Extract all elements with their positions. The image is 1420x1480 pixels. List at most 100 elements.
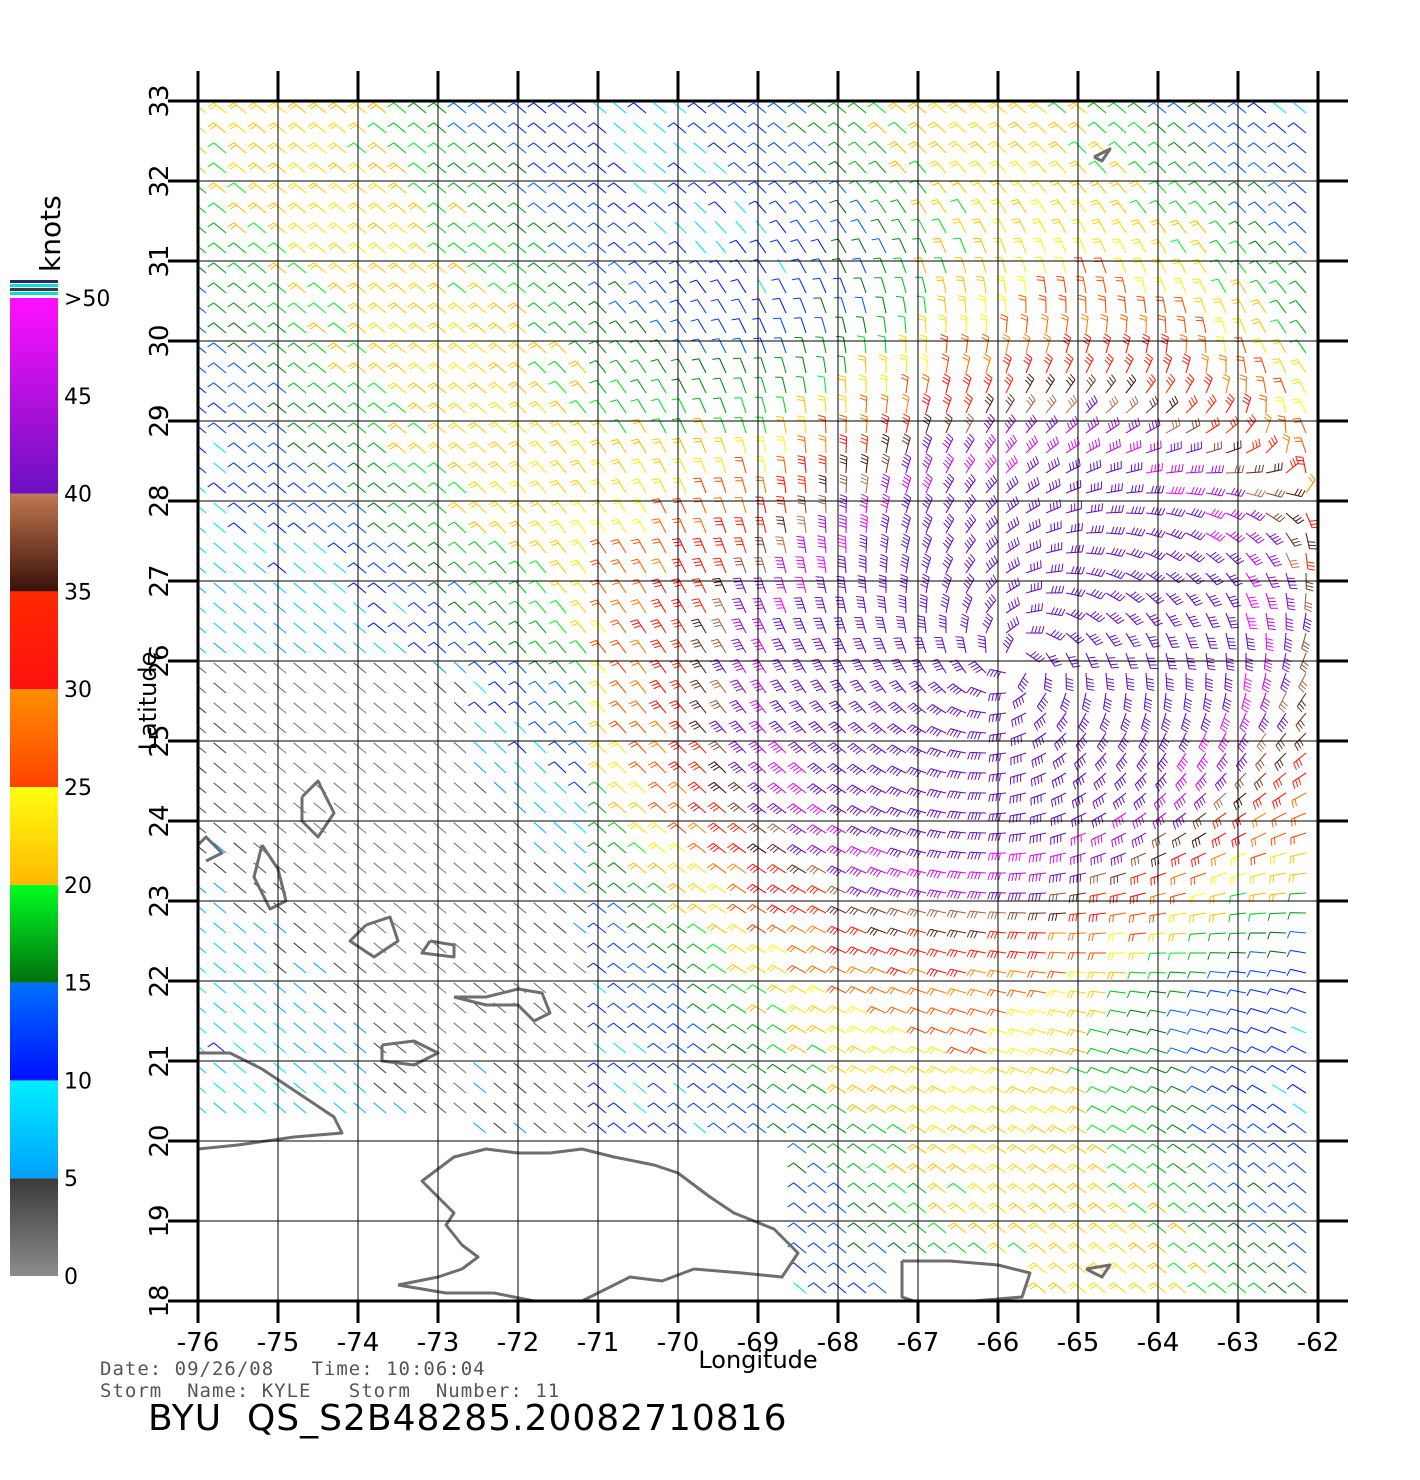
wind-barb-feather xyxy=(1187,1162,1194,1168)
wind-barb xyxy=(633,1122,647,1134)
wind-barb-feather xyxy=(967,871,971,879)
wind-barb xyxy=(1010,1066,1027,1074)
wind-barb-feather xyxy=(746,1083,754,1089)
wind-barb xyxy=(732,1063,747,1074)
wind-barb-feather xyxy=(1226,1104,1233,1110)
wind-barb xyxy=(253,902,267,914)
wind-barb xyxy=(198,865,207,874)
wind-barb-feather xyxy=(1223,737,1230,744)
wind-barb-feather xyxy=(747,1122,754,1129)
wind-barb-feather xyxy=(1030,951,1034,960)
wind-barb-feather xyxy=(1184,704,1192,709)
wind-barb xyxy=(593,1042,607,1054)
wind-barb-feather xyxy=(806,1024,813,1031)
wind-barb xyxy=(1252,792,1267,804)
wind-barb-feather xyxy=(1150,639,1158,642)
wind-barb xyxy=(493,1082,507,1094)
wind-barb-feather xyxy=(1097,762,1103,769)
wind-barb-feather xyxy=(1066,1124,1073,1131)
wind-barb-feather xyxy=(731,702,739,707)
wind-barb xyxy=(473,1102,487,1114)
wind-barb-feather xyxy=(1225,681,1233,685)
wind-barb xyxy=(293,942,307,954)
wind-barb xyxy=(273,1022,287,1034)
wind-barb xyxy=(1253,772,1267,785)
wind-barb xyxy=(1010,832,1027,836)
wind-barb-feather xyxy=(1120,835,1123,843)
wind-barb xyxy=(971,1105,987,1114)
wind-barb-feather xyxy=(986,931,991,939)
wind-barb-feather xyxy=(1086,1086,1092,1093)
wind-barb xyxy=(941,637,947,654)
wind-barb-feather xyxy=(919,597,927,601)
wind-barb-feather xyxy=(1172,822,1177,830)
wind-barb-feather xyxy=(933,950,938,958)
wind-barb-feather xyxy=(1198,818,1202,826)
wind-barb xyxy=(932,1182,947,1194)
wind-barb-feather xyxy=(1187,637,1196,639)
wind-barb xyxy=(859,637,867,654)
wind-barb xyxy=(1293,1262,1307,1274)
wind-barb-feather xyxy=(673,766,680,771)
wind-barb-feather xyxy=(999,713,1001,721)
wind-barb xyxy=(1270,832,1287,840)
wind-barb-feather xyxy=(1014,559,1018,567)
wind-barb-feather xyxy=(816,555,824,558)
wind-barb-feather xyxy=(730,743,738,748)
wind-barb-feather xyxy=(1121,740,1128,747)
wind-barb xyxy=(1078,712,1087,728)
wind-barb xyxy=(198,585,207,594)
wind-barb-feather xyxy=(726,1003,733,1010)
wind-barb-feather xyxy=(629,639,637,643)
wind-barb xyxy=(1190,892,1207,898)
wind-barb xyxy=(1110,852,1127,860)
wind-barb-feather xyxy=(815,829,822,836)
wind-barb-feather xyxy=(1120,727,1128,733)
wind-barb xyxy=(453,1102,467,1114)
wind-barb xyxy=(1099,712,1107,729)
wind-barb-feather xyxy=(1038,873,1041,881)
wind-barb-feather xyxy=(1133,803,1138,811)
wind-barb-feather xyxy=(706,863,714,869)
wind-barb xyxy=(198,905,207,914)
wind-barb-feather xyxy=(1037,757,1041,765)
wind-barb-feather xyxy=(786,984,793,991)
wind-barb-feather xyxy=(892,829,898,837)
wind-barb-feather xyxy=(849,1046,856,1053)
wind-barb xyxy=(514,600,527,614)
wind-barb-feather xyxy=(909,909,915,917)
wind-barb-feather xyxy=(1188,668,1197,670)
wind-barb xyxy=(433,661,447,674)
wind-barb-feather xyxy=(407,622,415,627)
wind-barb-feather xyxy=(769,845,776,852)
wind-barb-feather xyxy=(1146,1028,1151,1036)
wind-barb xyxy=(1005,584,1020,594)
wind-barb-feather xyxy=(875,729,882,735)
wind-barb-feather xyxy=(908,680,916,685)
wind-barb xyxy=(553,1022,567,1034)
wind-barb-feather xyxy=(994,912,998,920)
wind-barb-feather xyxy=(1124,701,1132,706)
wind-barb-feather xyxy=(1138,762,1144,770)
wind-barb-feather xyxy=(666,983,674,989)
wind-barb-feather xyxy=(977,892,981,900)
wind-barb-feather xyxy=(1159,779,1165,787)
wind-barb-feather xyxy=(898,605,906,608)
wind-barb-feather xyxy=(630,763,638,769)
wind-barb-feather xyxy=(726,1023,734,1030)
wind-barb-feather xyxy=(1191,647,1199,649)
wind-barb xyxy=(732,883,747,894)
wind-barb-feather xyxy=(1230,623,1238,626)
wind-barb xyxy=(1010,1008,1027,1014)
wind-barb-feather xyxy=(753,577,761,579)
wind-barb-feather xyxy=(949,969,955,977)
wind-barb-feather xyxy=(631,702,639,707)
wind-barb xyxy=(1293,1122,1307,1134)
wind-barb-feather xyxy=(933,790,938,798)
wind-barb xyxy=(813,1222,827,1234)
wind-barb-feather xyxy=(970,891,975,899)
wind-barb xyxy=(533,962,547,974)
wind-barb xyxy=(213,742,227,754)
wind-barb-feather xyxy=(1049,1048,1055,1056)
wind-barb xyxy=(333,1042,347,1054)
